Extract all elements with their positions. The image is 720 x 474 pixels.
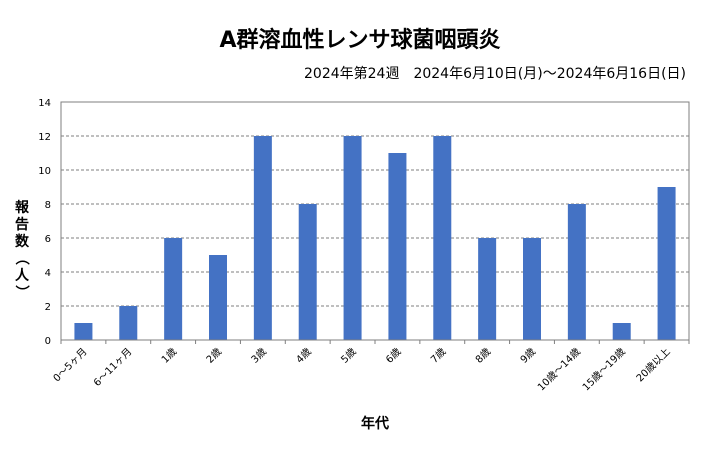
x-tick-label: 3歳: [249, 346, 269, 366]
grid-lines: [61, 135, 689, 307]
bar: [298, 204, 317, 340]
bar: [253, 136, 272, 340]
x-tick-label: 10歳～14歳: [535, 346, 583, 394]
y-axis-title-char: 数: [15, 233, 30, 250]
bars: [74, 136, 676, 340]
y-axis-title-char: 告: [15, 216, 29, 233]
bar: [567, 204, 586, 340]
y-axis-title-char: （: [13, 251, 29, 265]
bar: [612, 323, 631, 340]
bar: [523, 238, 541, 340]
chart-title: A群溶血性レンサ球菌咽頭炎: [219, 28, 501, 53]
x-tick-label: 15歳～19歳: [580, 346, 628, 394]
x-tick-label: 7歳: [428, 346, 448, 366]
x-tick-label: 2歳: [204, 346, 224, 366]
x-tick-label: 1歳: [159, 346, 179, 366]
x-tick-label: 8歳: [473, 346, 493, 366]
y-tick-label: 10: [38, 166, 51, 177]
x-tick-label: 0～5ヶ月: [51, 346, 90, 385]
y-tick-label: 0: [45, 336, 51, 347]
bar: [388, 153, 407, 340]
x-tick-labels: 0～5ヶ月 6～11ヶ月 1歳 2歳 3歳 4歳 5歳 6歳 7歳 8歳 9歳10歳～14歳15歳～…: [51, 346, 673, 394]
x-tick-label: 9歳: [518, 346, 538, 366]
x-tick-label: 20歳以上: [634, 346, 673, 385]
axes: [60, 101, 690, 344]
bar: [74, 323, 93, 340]
y-tick-label: 4: [45, 268, 51, 279]
bar: [164, 238, 183, 340]
x-tick-label: 5歳: [339, 346, 359, 366]
y-axis-title-char: 人: [15, 267, 30, 284]
y-tick-label: 12: [38, 132, 51, 143]
x-axis-title: 年代: [361, 415, 389, 432]
bar: [433, 136, 452, 340]
bar: [478, 238, 497, 340]
bar: [119, 306, 138, 340]
y-axis-title-char: ）: [13, 285, 29, 299]
x-tick-label: 6～11ヶ月: [91, 346, 134, 389]
y-axis-title-char: 報: [15, 199, 30, 216]
y-tick-label: 6: [45, 234, 51, 245]
y-tick-label: 14: [38, 98, 51, 109]
y-axis-title: 報告数（ 人）: [13, 199, 30, 299]
bar: [657, 187, 676, 340]
x-tick-label: 4歳: [294, 346, 314, 366]
chart-subtitle: 2024年第24週 2024年6月10日(月)～2024年6月16日(日): [304, 66, 686, 82]
y-tick-label: 8: [45, 200, 51, 211]
x-tick-label: 6歳: [383, 346, 403, 366]
y-tick-labels: 0 2 4 6 8 10 12 14: [38, 98, 51, 347]
y-tick-label: 2: [45, 302, 51, 313]
bar: [343, 136, 362, 340]
plot-area: [60, 101, 690, 341]
bar: [209, 255, 227, 340]
